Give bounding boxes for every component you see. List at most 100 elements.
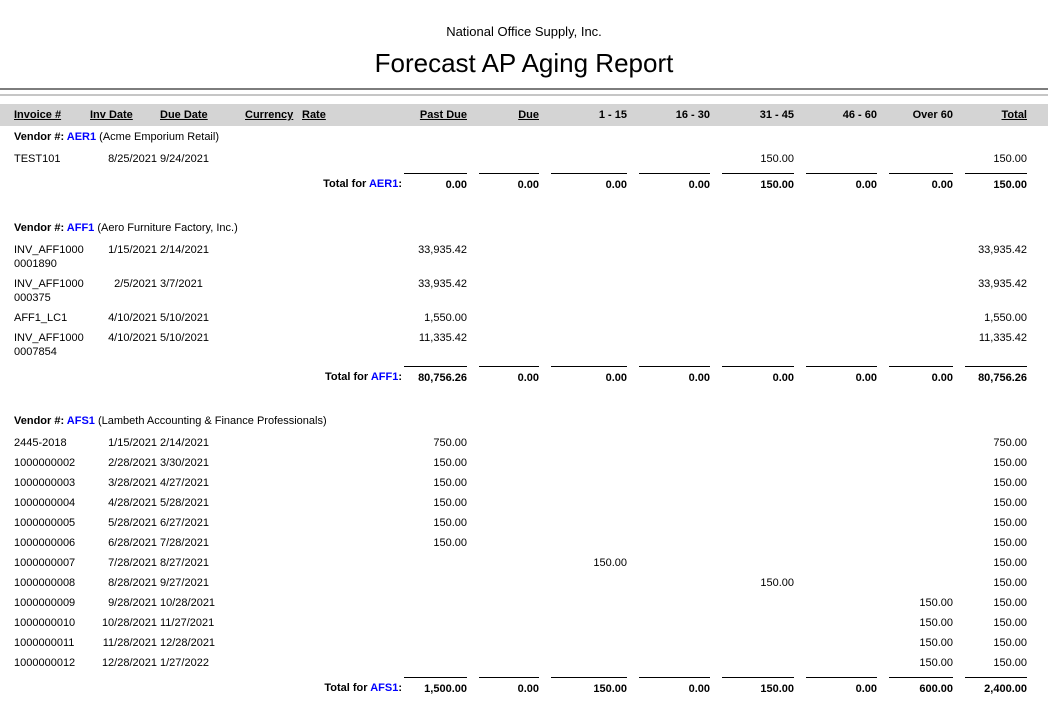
total-rule — [404, 173, 467, 174]
invoice-number-line: INV_AFF1000 — [14, 332, 84, 344]
vendor-total-16-30: 0.00 — [627, 172, 710, 192]
amount-cell-16-30 — [627, 436, 710, 450]
vendor-number-label: Vendor #: — [14, 415, 67, 427]
vendor-total-label-prefix: Total for — [325, 371, 371, 383]
vendor-total-amount: 0.00 — [855, 683, 877, 695]
due-date-cell: 3/30/2021 — [160, 457, 209, 469]
amount-cell-over-60: 150.00 — [919, 657, 953, 669]
column-header-total[interactable]: Total — [1001, 109, 1027, 121]
invoice-number-line: 1000000005 — [14, 517, 76, 529]
vendor-total-label: Total for AFS1: — [14, 676, 402, 696]
vendor-total-amount: 600.00 — [919, 683, 953, 695]
invoice-number-line: 1000000010 — [14, 617, 76, 629]
vendor-total-due: 0.00 — [467, 365, 539, 385]
invoice-number-cell: 1000000009 — [14, 596, 90, 610]
invoice-row: AFF1_LC1 4/10/2021 5/10/2021 1,550.00 1,550.… — [0, 311, 1048, 325]
currency-cell — [242, 616, 299, 630]
amount-cell-past-due — [342, 616, 467, 630]
amount-cell-31-45 — [710, 243, 794, 271]
invoice-number-line: 1000000007 — [14, 557, 76, 569]
amount-cell-over-60: 150.00 — [919, 597, 953, 609]
vendor-code-link[interactable]: AFS1 — [66, 415, 95, 427]
column-header-rate[interactable]: Rate — [302, 109, 326, 121]
vendor-code-link[interactable]: AFF1 — [66, 222, 95, 234]
due-date-cell: 10/28/2021 — [160, 597, 216, 609]
due-date-cell: 5/10/2021 — [160, 332, 209, 344]
vendor-total-row: Total for AFF1: 80,756.26 0.00 0.00 0.00 0.00… — [0, 365, 1048, 385]
invoice-number-cell: AFF1_LC1 — [14, 311, 90, 325]
vendor-total-code-link[interactable]: AER1 — [368, 178, 399, 190]
amount-cell-46-60 — [794, 331, 877, 359]
invoice-number-cell: 1000000002 — [14, 456, 90, 470]
invoice-number-cell: 1000000010 — [14, 616, 90, 630]
due-date-cell: 4/27/2021 — [160, 477, 209, 489]
vendor-total-amount: 150.00 — [760, 179, 794, 191]
total-rule — [806, 366, 877, 367]
vendor-total-amount: 80,756.26 — [418, 372, 467, 384]
total-rule — [806, 173, 877, 174]
amount-cell-1-15 — [539, 496, 627, 510]
vendor-total-31-45: 0.00 — [710, 365, 794, 385]
amount-cell-1-15 — [539, 456, 627, 470]
invoice-row: INV_AFF1000 0001890 1/15/2021 2/14/2021 33,9… — [0, 243, 1048, 271]
amount-cell-1-15 — [539, 596, 627, 610]
column-header-invoice-number[interactable]: Invoice # — [14, 109, 62, 121]
column-header-bucket-over-60: Over 60 — [912, 109, 953, 121]
amount-cell-31-45 — [710, 331, 794, 359]
amount-cell-46-60 — [794, 436, 877, 450]
column-header-due-date[interactable]: Due Date — [160, 109, 208, 121]
rate-cell — [299, 152, 342, 166]
vendor-total-label-prefix: Total for — [323, 178, 369, 190]
amount-cell-31-45 — [710, 556, 794, 570]
column-header-currency[interactable]: Currency — [245, 109, 294, 121]
vendor-heading: Vendor #: AFF1 (Aero Furniture Factory, … — [0, 222, 1048, 234]
invoice-row: 1000000005 5/28/2021 6/27/2021 150.00 150.00 — [0, 516, 1048, 530]
vendor-total-amount: 0.00 — [517, 179, 539, 191]
column-header-inv-date[interactable]: Inv Date — [90, 109, 133, 121]
due-date-cell: 3/7/2021 — [160, 278, 203, 290]
invoice-row: 1000000010 10/28/2021 11/27/2021 150.00 150.… — [0, 616, 1048, 630]
rate-cell — [299, 496, 342, 510]
invoice-number-line: 1000000002 — [14, 457, 76, 469]
amount-cell-16-30 — [627, 456, 710, 470]
amount-cell-46-60 — [794, 496, 877, 510]
amount-cell-16-30 — [627, 496, 710, 510]
amount-cell-46-60 — [794, 456, 877, 470]
rate-cell — [299, 311, 342, 325]
amount-cell-1-15 — [539, 277, 627, 305]
vendor-total-amount: 0.00 — [517, 683, 539, 695]
amount-cell-total: 150.00 — [993, 657, 1027, 669]
vendor-total-due: 0.00 — [467, 172, 539, 192]
vendor-total-amount: 0.00 — [931, 179, 953, 191]
amount-cell-due — [467, 656, 539, 670]
currency-cell — [242, 556, 299, 570]
amount-cell-16-30 — [627, 576, 710, 590]
total-rule — [722, 677, 794, 678]
vendor-section: Vendor #: AFS1 (Lambeth Accounting & Fin… — [0, 415, 1048, 696]
currency-cell — [242, 311, 299, 325]
invoice-number-cell: TEST101 — [14, 152, 90, 166]
invoice-number-line: AFF1_LC1 — [14, 312, 68, 324]
vendor-total-code-link[interactable]: AFF1 — [370, 371, 399, 383]
total-rule — [965, 677, 1027, 678]
vendor-total-label-suffix: : — [398, 682, 402, 694]
column-header-past-due[interactable]: Past Due — [419, 109, 467, 121]
invoice-number-cell: 1000000007 — [14, 556, 90, 570]
amount-cell-due — [467, 311, 539, 325]
invoice-number-line: 0007854 — [14, 346, 57, 358]
inv-date-cell: 8/28/2021 — [108, 577, 157, 589]
vendor-total-code-link[interactable]: AFS1 — [370, 682, 399, 694]
vendor-code-link[interactable]: AER1 — [66, 131, 97, 143]
rate-cell — [299, 576, 342, 590]
vendor-total-due: 0.00 — [467, 676, 539, 696]
currency-cell — [242, 436, 299, 450]
column-header-due[interactable]: Due — [518, 109, 539, 121]
vendor-total-past-due: 1,500.00 — [342, 676, 467, 696]
rate-cell — [299, 436, 342, 450]
amount-cell-16-30 — [627, 476, 710, 490]
vendor-name: (Aero Furniture Factory, Inc.) — [94, 222, 238, 234]
rate-cell — [299, 656, 342, 670]
total-rule — [479, 366, 539, 367]
total-rule — [551, 366, 627, 367]
amount-cell-16-30 — [627, 331, 710, 359]
